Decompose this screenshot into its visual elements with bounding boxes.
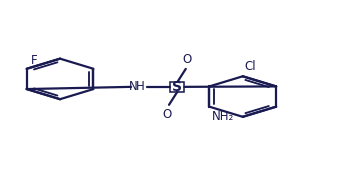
Text: O: O — [163, 108, 172, 121]
Text: Cl: Cl — [244, 60, 256, 73]
Text: S: S — [172, 80, 183, 94]
Text: F: F — [31, 54, 37, 67]
Text: N: N — [129, 80, 138, 93]
Text: NH₂: NH₂ — [212, 110, 234, 123]
Text: H: H — [136, 80, 145, 93]
Bar — [170, 82, 185, 92]
Text: O: O — [183, 53, 192, 66]
